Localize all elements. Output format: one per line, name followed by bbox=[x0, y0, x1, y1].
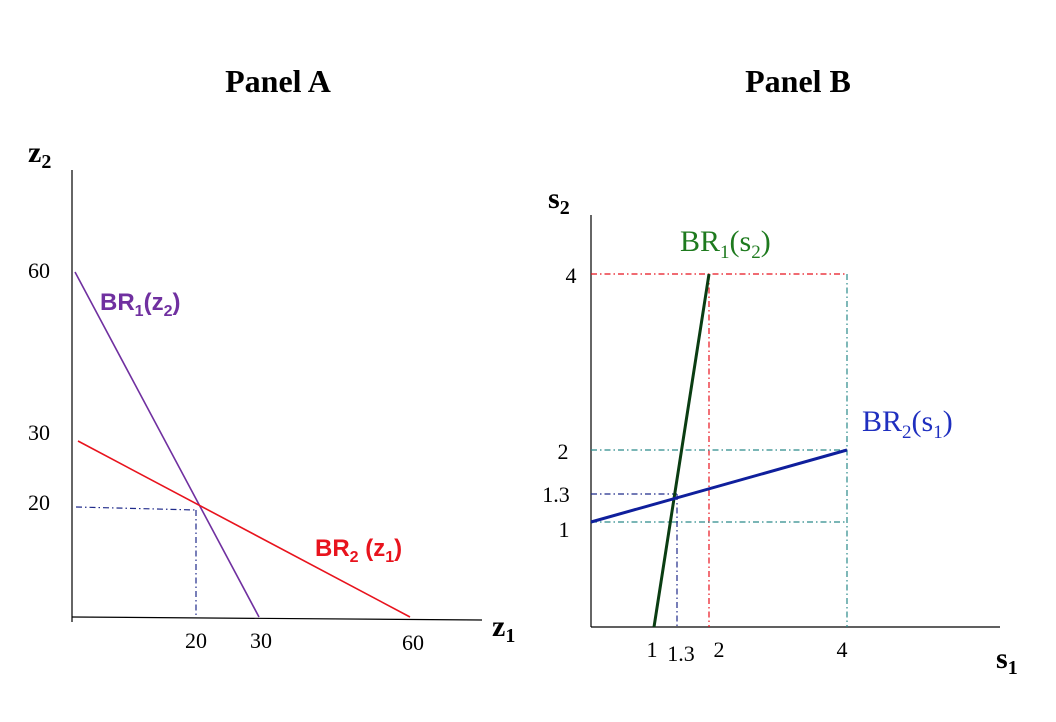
panel-a-x-axis bbox=[71, 616, 483, 621]
panel-a-y-axis-label: z2 bbox=[28, 136, 51, 173]
panel-a-xtick-20: 20 bbox=[185, 628, 207, 653]
panel-a-br1-line bbox=[74, 271, 260, 618]
panel-b-ytick-13: 1.3 bbox=[542, 482, 570, 507]
panel-b-xtick-2: 2 bbox=[714, 637, 725, 662]
panel-a-ytick-30: 30 bbox=[28, 420, 50, 445]
panel-b-ytick-1: 1 bbox=[559, 517, 570, 542]
panel-b-title: Panel B bbox=[745, 63, 851, 99]
panel-a-br1-label: BR1(z2) bbox=[100, 289, 180, 320]
panel-a-xtick-30: 30 bbox=[250, 628, 272, 653]
panel-a-title: Panel A bbox=[225, 63, 331, 99]
panel-a-ytick-60: 60 bbox=[28, 258, 50, 283]
panel-b-x-axis-label: s1 bbox=[996, 642, 1018, 679]
panel-a-x-axis-label: z1 bbox=[492, 610, 515, 647]
panel-b-br1-label: BR1(s2) bbox=[680, 225, 771, 263]
panel-b: Panel B s2 s1 4 2 1.3 1 1 1.3 2 4 BR1(s2… bbox=[542, 63, 1017, 679]
panel-b-xtick-13: 1.3 bbox=[667, 641, 695, 666]
panel-a: Panel A z2 z1 60 30 20 20 30 60 BR1(z2) … bbox=[28, 63, 515, 655]
panel-a-ytick-20: 20 bbox=[28, 490, 50, 515]
panel-b-xtick-1: 1 bbox=[647, 637, 658, 662]
panel-b-xtick-4: 4 bbox=[837, 637, 848, 662]
panel-a-guide-h bbox=[75, 506, 197, 511]
panel-b-br1-line bbox=[652, 273, 711, 628]
panel-b-br2-line bbox=[590, 448, 848, 524]
panel-a-br2-label: BR2 (z1) bbox=[315, 535, 402, 566]
panel-b-ytick-4: 4 bbox=[566, 263, 577, 288]
panel-b-y-axis-label: s2 bbox=[548, 182, 570, 219]
panel-b-ytick-2: 2 bbox=[558, 439, 569, 464]
panel-a-br2-line bbox=[77, 440, 411, 618]
panel-b-br2-label: BR2(s1) bbox=[862, 405, 953, 443]
panel-a-xtick-60: 60 bbox=[402, 630, 424, 655]
